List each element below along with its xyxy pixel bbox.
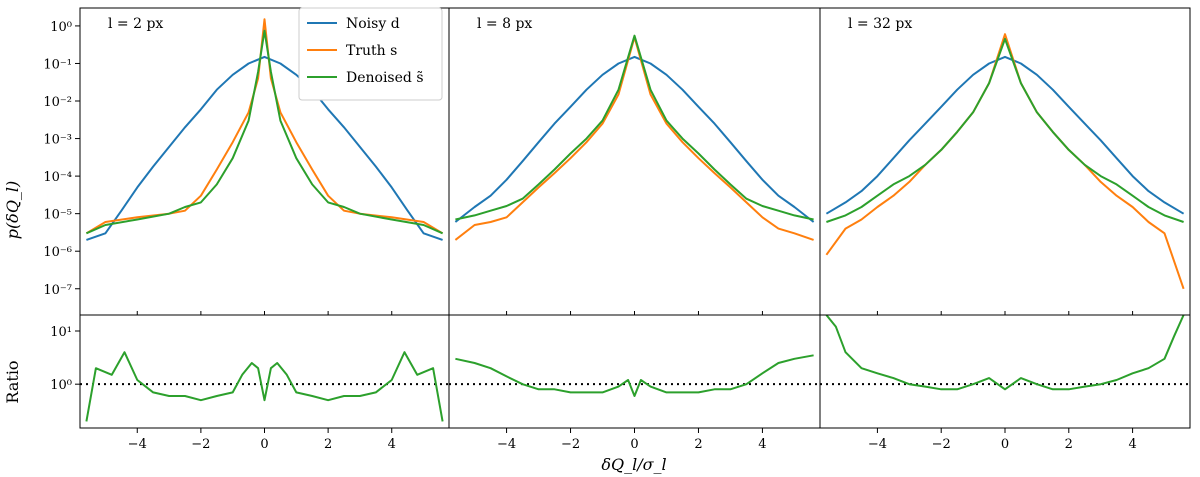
y-axis-label-top: p(δQ_l) bbox=[3, 181, 22, 240]
panels: −4 −2 0 2 4 l = 2 px 10⁻⁷ 10⁻⁶ 10⁻⁵ 10⁻⁴ 10⁻³ 10⁻² 1… bbox=[43, 7, 1191, 452]
x-tick-label: 4 bbox=[388, 437, 396, 452]
ratio-line-denoised bbox=[85, 351, 444, 422]
y-tick-label: 10⁻⁴ bbox=[43, 170, 72, 185]
x-tick-label: −4 bbox=[128, 437, 147, 452]
ratio-y-tick-label: 10¹ bbox=[50, 325, 72, 340]
panel-label: l = 8 px bbox=[477, 16, 532, 32]
ratio-group bbox=[820, 315, 1190, 391]
series-group bbox=[825, 33, 1185, 290]
x-tick-label: 2 bbox=[694, 437, 702, 452]
x-tick-label: 2 bbox=[324, 437, 332, 452]
x-tick-label: −2 bbox=[932, 437, 951, 452]
x-tick-label: 4 bbox=[1128, 437, 1136, 452]
top-plot-frame bbox=[819, 7, 1191, 316]
ratio-line-denoised bbox=[455, 354, 814, 397]
series-line-denoised bbox=[85, 29, 444, 235]
panel-label: l = 32 px bbox=[848, 16, 912, 32]
series-group bbox=[454, 34, 815, 241]
y-tick-label: 10⁻³ bbox=[43, 133, 72, 148]
ratio-plot-frame bbox=[819, 314, 1191, 429]
ratio-y-tick-label: 10⁰ bbox=[50, 378, 72, 393]
panel-3: −4 −2 0 2 4 l = 32 px bbox=[819, 7, 1191, 452]
x-tick-label: 0 bbox=[1001, 437, 1009, 452]
y-tick-label: 10⁻⁶ bbox=[43, 245, 72, 260]
series-line-denoised bbox=[826, 37, 1184, 223]
x-axis-label: δQ_l/σ_l bbox=[601, 455, 666, 474]
series-line-truth bbox=[454, 36, 814, 241]
y-tick-label: 10⁻⁷ bbox=[43, 283, 72, 298]
x-tick-label: −2 bbox=[561, 437, 580, 452]
legend: Noisy d Truth s Denoised s̃ bbox=[298, 7, 443, 101]
x-tick-label: 4 bbox=[758, 437, 766, 452]
ratio-plot-frame bbox=[79, 314, 450, 429]
ratio-group bbox=[449, 354, 820, 397]
x-tick-label: −4 bbox=[868, 437, 887, 452]
top-plot-frame bbox=[448, 7, 821, 316]
series-group bbox=[85, 18, 444, 241]
y-tick-label: 10⁻⁵ bbox=[43, 208, 72, 223]
x-tick-label: −2 bbox=[191, 437, 210, 452]
legend-label-denoised: Denoised s̃ bbox=[346, 70, 424, 86]
ratio-group bbox=[80, 351, 449, 422]
x-tick-label: 0 bbox=[260, 437, 268, 452]
y-tick-label: 10⁰ bbox=[50, 20, 72, 35]
series-line-noisy bbox=[86, 55, 443, 241]
series-line-noisy bbox=[454, 55, 815, 223]
x-tick-label: 2 bbox=[1065, 437, 1073, 452]
series-line-truth bbox=[825, 33, 1185, 290]
y-axis-label-bottom: Ratio bbox=[3, 360, 22, 403]
panel-2: −4 −2 0 2 4 l = 8 px bbox=[448, 7, 821, 452]
x-tick-label: −4 bbox=[497, 437, 516, 452]
legend-label-noisy: Noisy d bbox=[346, 16, 400, 32]
panel-label: l = 2 px bbox=[108, 16, 163, 32]
ratio-line-denoised bbox=[825, 315, 1185, 391]
legend-label-truth: Truth s bbox=[346, 43, 397, 59]
x-tick-label: 0 bbox=[630, 437, 638, 452]
y-tick-label: 10⁻² bbox=[43, 95, 72, 110]
series-line-truth bbox=[85, 18, 444, 235]
y-tick-label: 10⁻¹ bbox=[43, 57, 72, 72]
series-line-noisy bbox=[825, 55, 1185, 215]
series-line-denoised bbox=[455, 34, 814, 221]
